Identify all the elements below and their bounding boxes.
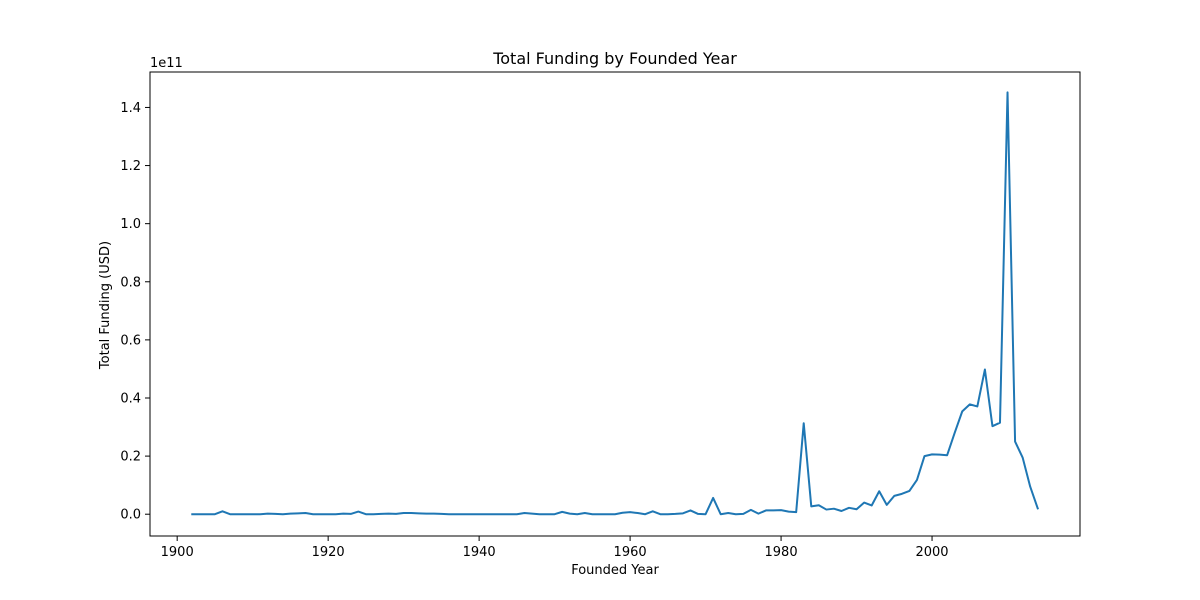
y-tick-label: 0.0 (120, 508, 141, 523)
y-axis: 0.0 0.2 0.4 0.6 0.8 1.0 1.2 1.4 (120, 101, 150, 523)
x-tick-label: 1920 (312, 545, 345, 560)
x-tick-label: 2000 (915, 545, 948, 560)
x-axis-label: Founded Year (571, 563, 659, 578)
y-tick-label: 1.2 (120, 159, 141, 174)
y-tick-label: 0.8 (120, 275, 141, 290)
series-line (191, 91, 1040, 516)
y-tick-label: 0.4 (120, 391, 141, 406)
x-tick-label: 1980 (765, 545, 798, 560)
y-tick-label: 1.0 (120, 217, 141, 232)
plot-area (191, 91, 1040, 516)
y-axis-label: Total Funding (USD) (98, 241, 113, 370)
y-tick-label: 1.4 (120, 101, 141, 116)
plot-frame (149, 71, 1081, 537)
x-tick-label: 1900 (161, 545, 194, 560)
chart-title: Total Funding by Founded Year (492, 49, 737, 68)
x-tick-label: 1960 (614, 545, 647, 560)
x-axis: 1900 1920 1940 1960 1980 2000 (161, 536, 949, 560)
y-tick-label: 0.6 (120, 333, 141, 348)
x-tick-label: 1940 (463, 545, 496, 560)
y-offset-label: 1e11 (150, 56, 183, 71)
y-tick-label: 0.2 (120, 450, 141, 465)
